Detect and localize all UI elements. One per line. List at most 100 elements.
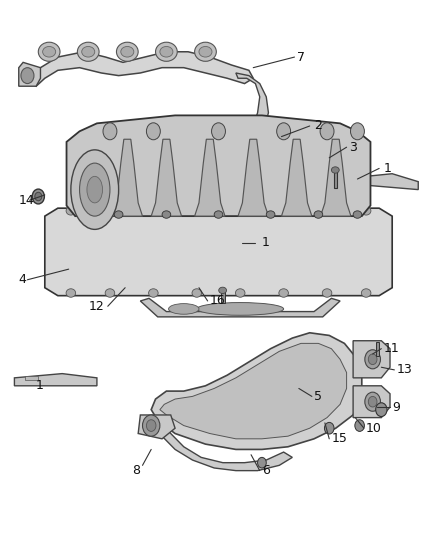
Ellipse shape bbox=[116, 42, 138, 61]
Text: 11: 11 bbox=[384, 342, 399, 355]
Ellipse shape bbox=[21, 68, 34, 84]
Text: 8: 8 bbox=[132, 464, 140, 477]
Text: 2: 2 bbox=[314, 119, 322, 133]
Ellipse shape bbox=[376, 403, 387, 417]
Ellipse shape bbox=[199, 46, 212, 57]
Bar bbox=[25, 376, 38, 381]
Text: 1: 1 bbox=[36, 379, 44, 392]
Text: 1: 1 bbox=[262, 236, 270, 249]
Polygon shape bbox=[151, 139, 182, 216]
Ellipse shape bbox=[236, 207, 245, 215]
Ellipse shape bbox=[38, 42, 60, 61]
Bar bbox=[376, 342, 379, 356]
Text: 4: 4 bbox=[19, 273, 27, 286]
Polygon shape bbox=[236, 73, 268, 139]
Text: 10: 10 bbox=[366, 422, 382, 435]
Ellipse shape bbox=[368, 397, 377, 407]
Ellipse shape bbox=[266, 211, 275, 218]
Polygon shape bbox=[32, 52, 253, 86]
Ellipse shape bbox=[43, 46, 55, 57]
Polygon shape bbox=[45, 208, 392, 296]
Ellipse shape bbox=[320, 123, 334, 140]
Polygon shape bbox=[19, 62, 41, 86]
Polygon shape bbox=[14, 374, 97, 386]
Polygon shape bbox=[66, 115, 371, 216]
Ellipse shape bbox=[212, 123, 225, 140]
Ellipse shape bbox=[236, 289, 245, 297]
Ellipse shape bbox=[322, 207, 332, 215]
Ellipse shape bbox=[314, 211, 323, 218]
Polygon shape bbox=[355, 174, 418, 190]
Text: 3: 3 bbox=[349, 141, 357, 154]
Ellipse shape bbox=[368, 354, 377, 365]
Text: 13: 13 bbox=[396, 364, 412, 376]
Polygon shape bbox=[321, 139, 351, 216]
Ellipse shape bbox=[192, 289, 201, 297]
Ellipse shape bbox=[103, 123, 117, 140]
Ellipse shape bbox=[277, 123, 291, 140]
Polygon shape bbox=[151, 333, 362, 449]
Ellipse shape bbox=[279, 289, 288, 297]
Ellipse shape bbox=[35, 192, 42, 201]
Text: 14: 14 bbox=[19, 193, 35, 207]
Bar bbox=[333, 171, 337, 188]
Polygon shape bbox=[140, 298, 340, 317]
Ellipse shape bbox=[324, 422, 334, 434]
Ellipse shape bbox=[365, 392, 381, 411]
Ellipse shape bbox=[105, 289, 115, 297]
Ellipse shape bbox=[365, 350, 381, 369]
Ellipse shape bbox=[197, 303, 284, 316]
Polygon shape bbox=[238, 139, 268, 216]
Ellipse shape bbox=[146, 123, 160, 140]
Ellipse shape bbox=[350, 123, 364, 140]
Ellipse shape bbox=[32, 189, 45, 204]
Ellipse shape bbox=[80, 163, 110, 216]
Text: 12: 12 bbox=[88, 300, 104, 313]
Polygon shape bbox=[194, 139, 225, 216]
Ellipse shape bbox=[169, 304, 199, 314]
Ellipse shape bbox=[66, 207, 76, 215]
Ellipse shape bbox=[192, 207, 201, 215]
Ellipse shape bbox=[353, 211, 362, 218]
Ellipse shape bbox=[77, 42, 99, 61]
Polygon shape bbox=[353, 341, 390, 378]
Text: 6: 6 bbox=[262, 464, 270, 477]
Ellipse shape bbox=[194, 42, 216, 61]
Ellipse shape bbox=[361, 207, 371, 215]
Ellipse shape bbox=[146, 419, 156, 431]
Polygon shape bbox=[112, 139, 142, 216]
Ellipse shape bbox=[87, 176, 103, 203]
Ellipse shape bbox=[105, 207, 115, 215]
Ellipse shape bbox=[82, 46, 95, 57]
Ellipse shape bbox=[114, 211, 123, 218]
Ellipse shape bbox=[149, 207, 158, 215]
Ellipse shape bbox=[71, 150, 118, 229]
Ellipse shape bbox=[121, 46, 134, 57]
Text: 5: 5 bbox=[314, 390, 322, 403]
Text: 16: 16 bbox=[210, 294, 225, 308]
Ellipse shape bbox=[331, 167, 339, 173]
Ellipse shape bbox=[279, 207, 288, 215]
Ellipse shape bbox=[162, 211, 171, 218]
Ellipse shape bbox=[257, 457, 266, 468]
Ellipse shape bbox=[142, 415, 160, 436]
Polygon shape bbox=[149, 418, 292, 471]
Ellipse shape bbox=[160, 46, 173, 57]
Text: 9: 9 bbox=[392, 400, 400, 414]
Polygon shape bbox=[353, 386, 390, 418]
Polygon shape bbox=[281, 139, 312, 216]
Ellipse shape bbox=[149, 289, 158, 297]
Ellipse shape bbox=[156, 42, 177, 61]
Polygon shape bbox=[160, 343, 347, 439]
Ellipse shape bbox=[218, 287, 226, 294]
Ellipse shape bbox=[361, 289, 371, 297]
Text: 7: 7 bbox=[297, 51, 305, 63]
Polygon shape bbox=[138, 415, 175, 439]
Bar bbox=[221, 291, 225, 303]
Ellipse shape bbox=[322, 289, 332, 297]
Ellipse shape bbox=[214, 211, 223, 218]
Ellipse shape bbox=[66, 289, 76, 297]
Text: 15: 15 bbox=[331, 432, 347, 446]
Text: 1: 1 bbox=[384, 162, 392, 175]
Ellipse shape bbox=[355, 419, 364, 431]
